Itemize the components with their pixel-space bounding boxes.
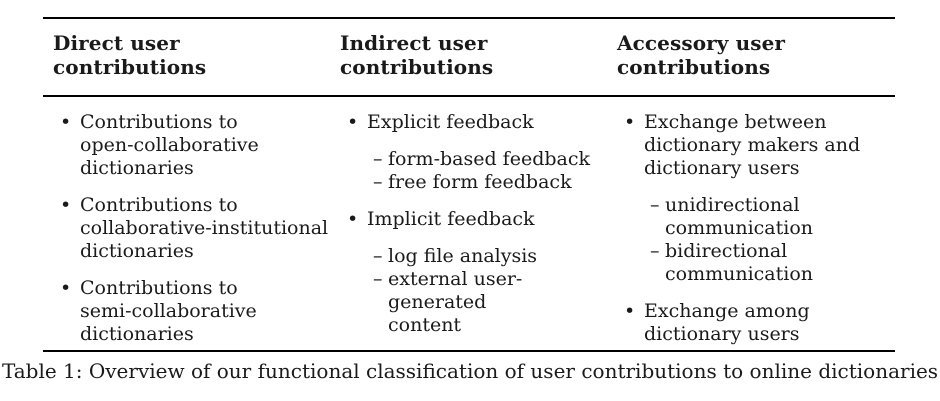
list-item: • Exchange among dictionary users [617, 300, 892, 346]
list-item: • Contributions to open-collaborative di… [53, 111, 340, 180]
dash-icon: – [373, 148, 383, 170]
list-item-text: Explicit feedback [367, 111, 534, 133]
column-accessory-contributions: • Exchange between dictionary makers and… [617, 111, 892, 346]
dash-icon: – [373, 171, 383, 193]
dash-icon: – [373, 245, 383, 267]
header-indirect-user-contributions: Indirect user contributions [340, 31, 494, 79]
list-item-text: Exchange between dictionary makers and d… [644, 111, 861, 179]
sub-list: – form-based feedback – free form feedba… [340, 148, 617, 194]
bullet-icon: • [60, 111, 72, 133]
sub-list-item: – unidirectional communication [617, 194, 892, 240]
list-item: • Contributions to semi-collaborative di… [53, 277, 340, 346]
column-direct-contributions: • Contributions to open-collaborative di… [53, 111, 340, 346]
sub-list-item-text: bidirectional communication [665, 240, 814, 285]
bullet-icon: • [624, 300, 636, 322]
sub-list: – log file analysis – external user-gene… [340, 245, 617, 337]
list-item: • Contributions to collaborative-institu… [53, 194, 340, 263]
sub-list-item: – external user-generated content [340, 268, 617, 337]
list-item: • Exchange between dictionary makers and… [617, 111, 892, 180]
bullet-icon: • [347, 208, 359, 230]
header-direct-user-contributions: Direct user contributions [53, 31, 207, 79]
table-header-row: Direct user contributions Indirect user … [43, 19, 895, 95]
list-item-text: Contributions to semi-collaborative dict… [80, 277, 257, 345]
sub-list-item-text: external user-generated content [388, 268, 523, 336]
table-bottom-rule [43, 350, 895, 352]
bullet-icon: • [60, 277, 72, 299]
list-item-text: Implicit feedback [367, 208, 535, 230]
list-item-text: Contributions to open-collaborative dict… [80, 111, 259, 179]
column-indirect-contributions: • Explicit feedback – form-based feedbac… [340, 111, 617, 346]
table-body-row: • Contributions to open-collaborative di… [43, 97, 895, 350]
sub-list-item: – form-based feedback [340, 148, 617, 171]
bullet-icon: • [60, 194, 72, 216]
list-item-text: Exchange among dictionary users [644, 300, 810, 345]
table-caption: Table 1: Overview of our functional clas… [1, 359, 939, 383]
dash-icon: – [650, 240, 660, 262]
sub-list-item: – log file analysis [340, 245, 617, 268]
bullet-icon: • [347, 111, 359, 133]
table-top-rule [43, 17, 895, 19]
sub-list-item: – bidirectional communication [617, 240, 892, 286]
dash-icon: – [373, 268, 383, 290]
list-item: • Explicit feedback [340, 111, 617, 134]
sub-list: – unidirectional communication – bidirec… [617, 194, 892, 286]
classification-table: Direct user contributions Indirect user … [43, 17, 895, 352]
bullet-icon: • [624, 111, 636, 133]
list-item: • Implicit feedback [340, 208, 617, 231]
sub-list-item: – free form feedback [340, 171, 617, 194]
dash-icon: – [650, 194, 660, 216]
list-item-text: Contributions to collaborative-instituti… [80, 194, 329, 262]
header-accessory-user-contributions: Accessory user contributions [617, 31, 786, 79]
table-mid-rule [43, 95, 895, 97]
sub-list-item-text: free form feedback [388, 171, 572, 193]
sub-list-item-text: log file analysis [388, 245, 538, 267]
sub-list-item-text: form-based feedback [388, 148, 591, 170]
sub-list-item-text: unidirectional communication [665, 194, 814, 239]
